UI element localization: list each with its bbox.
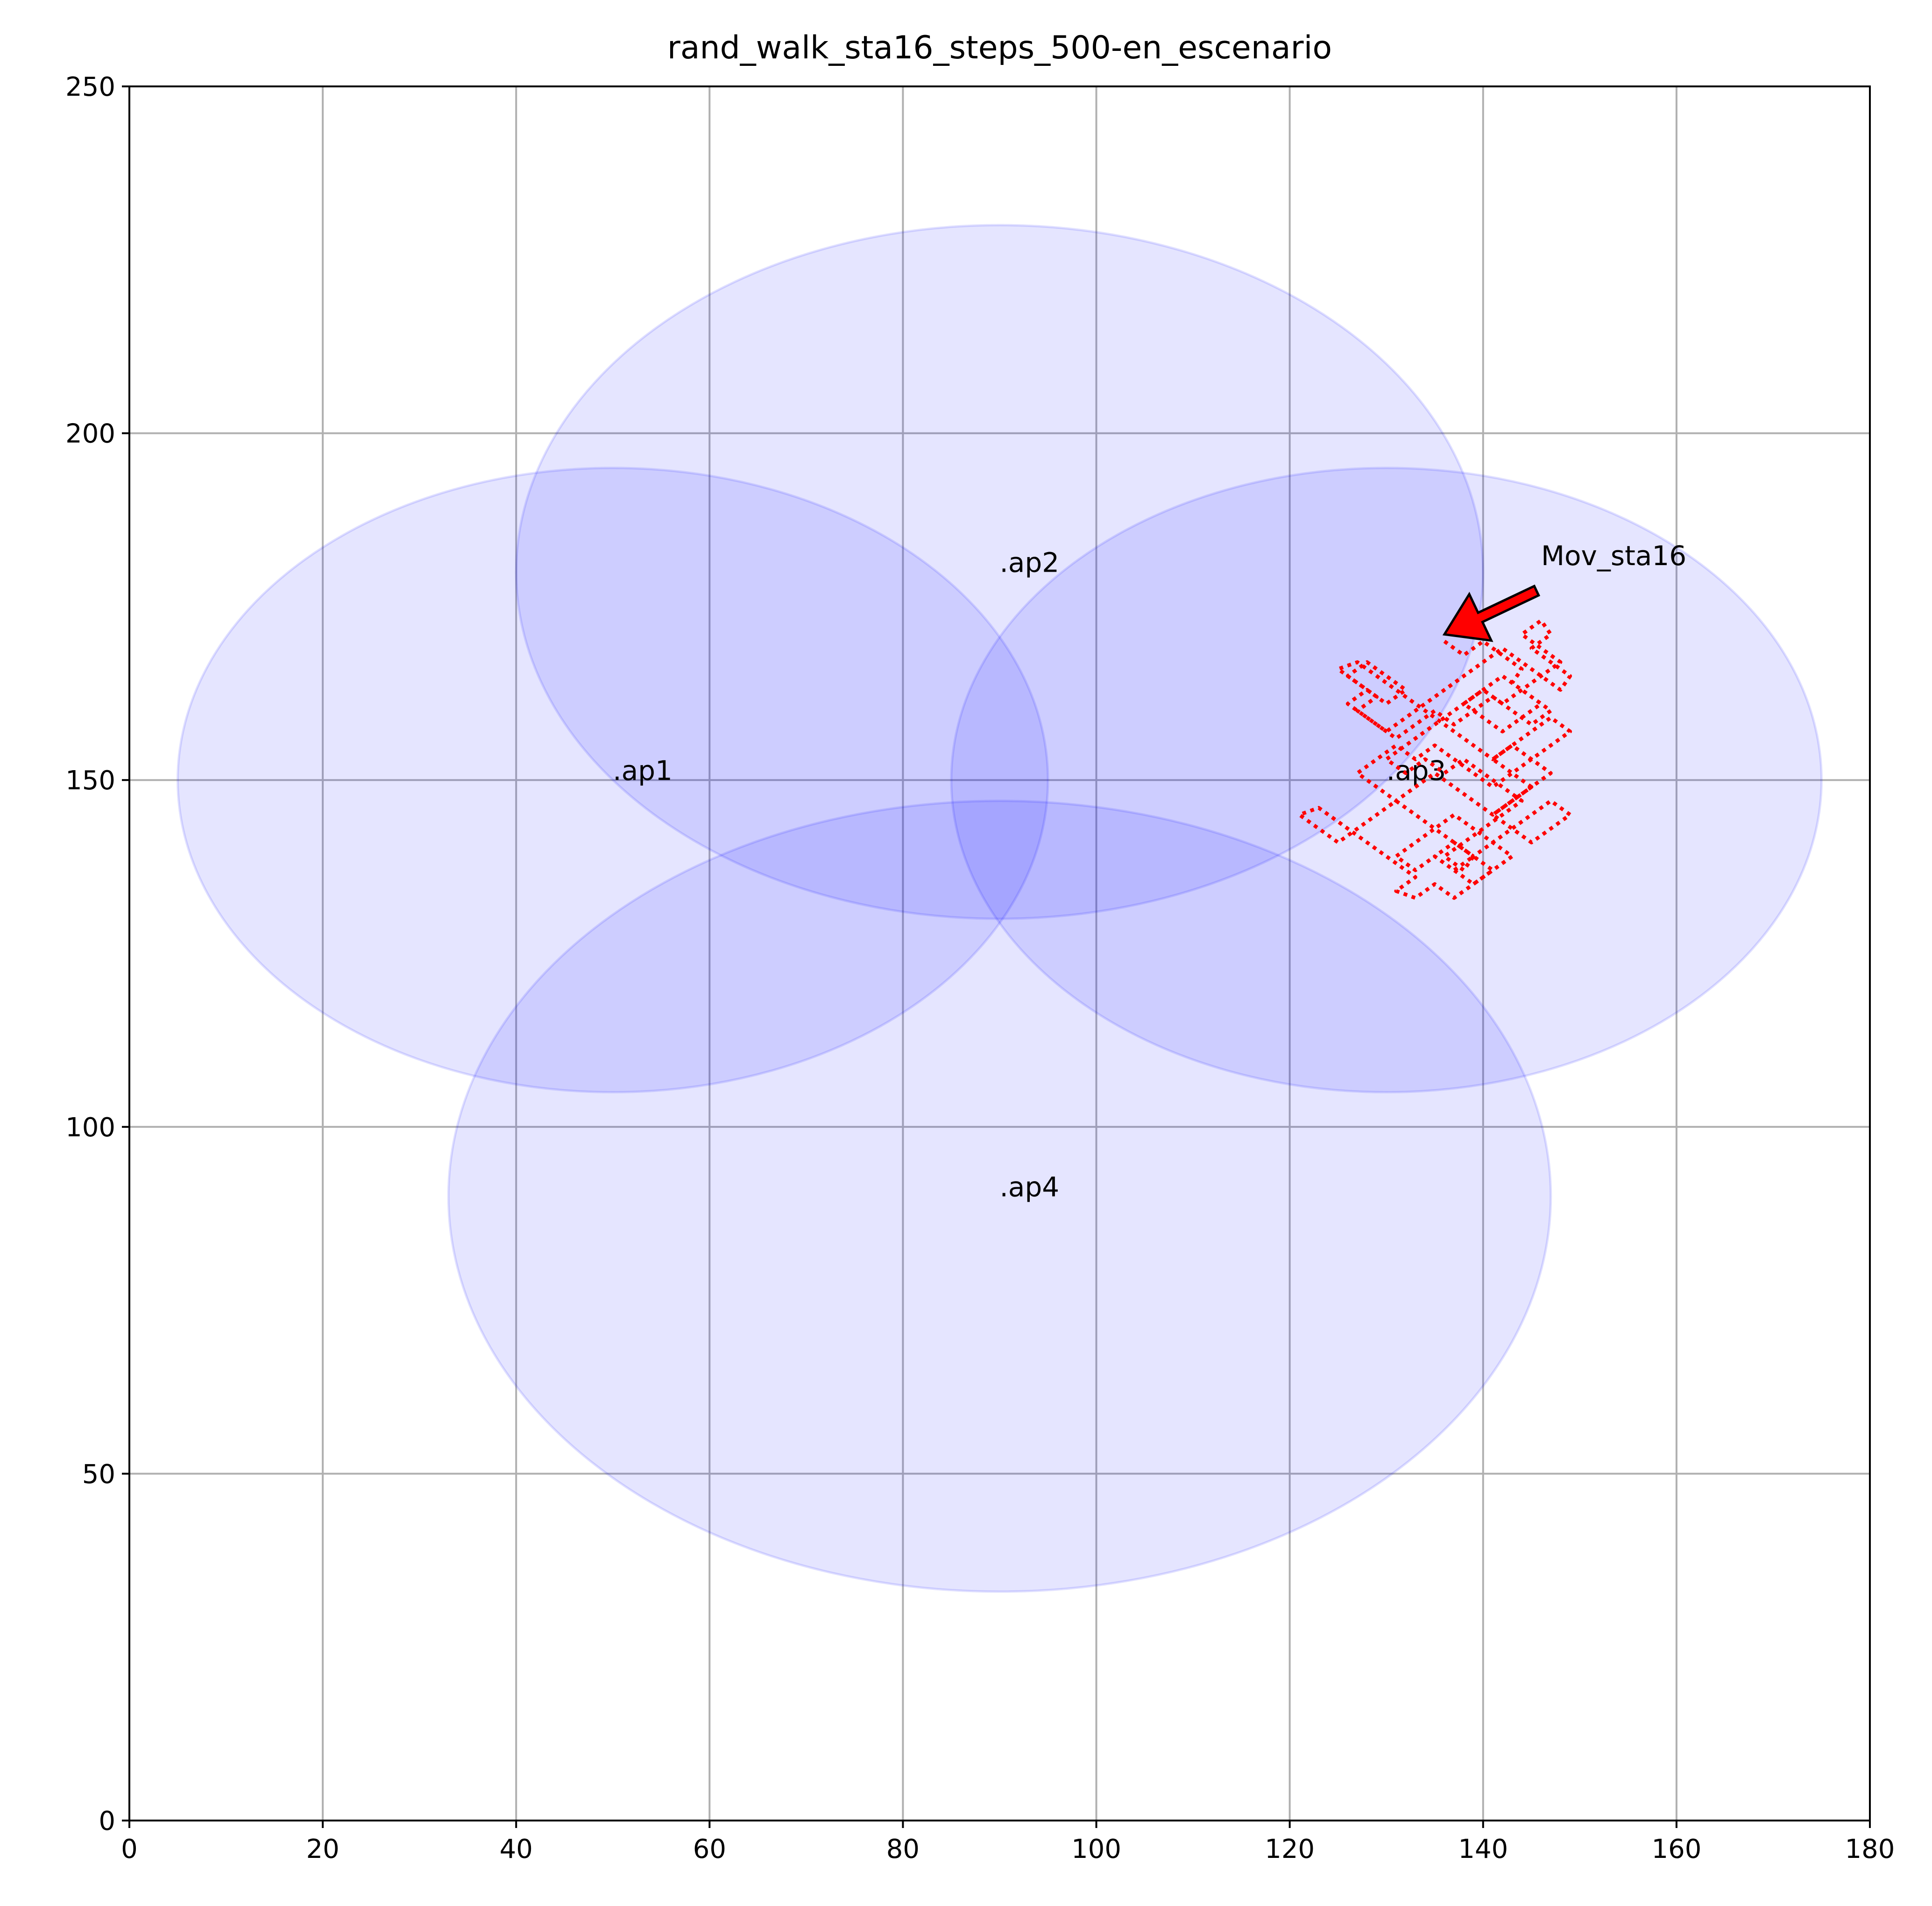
x-tick-label: 160 [1651,1834,1701,1864]
x-tick-label: 140 [1458,1834,1508,1864]
coverage-area-ap2 [515,224,1485,920]
y-tick-label: 0 [99,1806,115,1836]
coverage-areas [177,224,1823,1593]
x-axis-ticks: 0 20 40 60 80 100 120 140 160 180 [121,1821,1895,1864]
access-point-labels: .ap1 .ap2 .ap3 .ap4 [613,547,1446,1203]
coverage-area-ap1 [177,467,1049,1094]
x-tick-label: 20 [306,1834,339,1864]
annotation-arrow [1442,584,1541,642]
annotation-label: Mov_sta16 [1541,540,1686,572]
y-tick-label: 200 [65,419,115,449]
x-tick-label: 180 [1845,1834,1895,1864]
x-tick-label: 0 [121,1834,138,1864]
x-tick-label: 80 [886,1834,920,1864]
ap-label-2: .ap2 [1000,547,1060,579]
y-axis-ticks: 0 50 100 150 200 250 [65,72,129,1836]
x-tick-label: 60 [693,1834,726,1864]
y-tick-label: 250 [65,72,115,102]
ap-label-4: .ap4 [1000,1171,1060,1203]
y-tick-label: 100 [65,1112,115,1143]
coverage-area-ap4 [447,800,1552,1593]
y-tick-label: 150 [65,765,115,796]
ap-label-1: .ap1 [613,755,672,786]
x-tick-label: 40 [500,1834,533,1864]
annotation: Mov_sta16 [1442,540,1686,642]
chart-title: rand_walk_sta16_steps_500-en_escenario [667,29,1332,66]
plot-frame [128,85,1871,1821]
x-tick-label: 120 [1265,1834,1315,1864]
ap-label-3: .ap3 [1387,755,1446,786]
y-tick-label: 50 [82,1459,115,1489]
coverage-area-ap3 [950,467,1823,1094]
axes [128,85,1871,1821]
x-tick-label: 100 [1071,1834,1121,1864]
